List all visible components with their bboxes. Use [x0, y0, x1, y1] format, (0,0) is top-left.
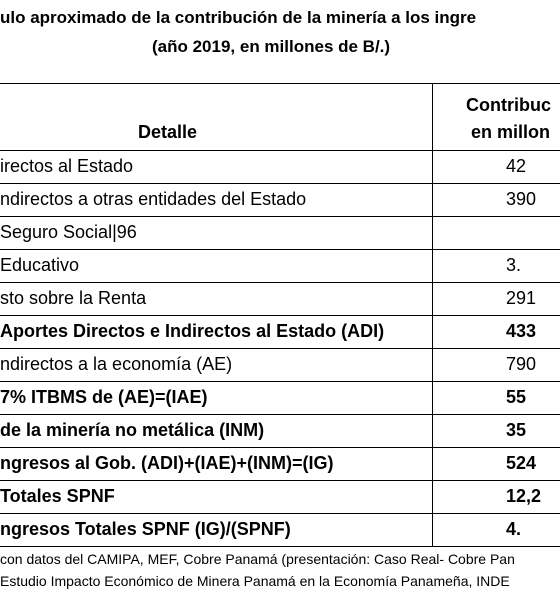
row-label: Totales SPNF [0, 486, 115, 506]
row-label: Educativo [0, 255, 80, 275]
row-label: sto sobre la Renta [0, 288, 147, 308]
row-value: 433 [506, 321, 537, 341]
row-value: 790 [506, 354, 537, 374]
row-border [0, 282, 560, 283]
row-value: 524 [506, 453, 537, 473]
row-label: ngresos al Gob. (ADI)+(IAE)+(INM)=(IG) [0, 453, 334, 473]
footnote: con datos del CAMIPA, MEF, Cobre Panamá … [0, 551, 515, 567]
row-value: 42 [506, 156, 527, 176]
row-value: 12,2 [506, 486, 542, 506]
row-border [0, 447, 560, 448]
title: ulo aproximado de la contribución de la … [0, 8, 477, 27]
subtitle: (año 2019, en millones de B/.) [152, 37, 391, 56]
row-value: 4. [506, 519, 522, 539]
row-label: ndirectos a la economía (AE) [0, 354, 233, 374]
column-header: Detalle [138, 122, 198, 142]
row-value: 3. [506, 255, 522, 275]
row-border [0, 348, 560, 349]
row-label: irectos al Estado [0, 156, 134, 176]
row-label: Aportes Directos e Indirectos al Estado … [0, 321, 385, 341]
row-border [0, 216, 560, 217]
footnote: Estudio Impacto Económico de Minera Pana… [0, 573, 510, 589]
row-value: 291 [506, 288, 537, 308]
row-border [0, 513, 560, 514]
row-border [0, 381, 560, 382]
row-label: 7% ITBMS de (AE)=(IAE) [0, 387, 208, 407]
row-value: 55 [506, 387, 527, 407]
table-border [0, 150, 560, 151]
row-label: ngresos Totales SPNF (IG)/(SPNF) [0, 519, 291, 539]
row-border [0, 249, 560, 250]
table-border [0, 83, 560, 84]
row-label: ndirectos a otras entidades del Estado [0, 189, 307, 209]
row-value: 390 [506, 189, 537, 209]
column-header: en millon [471, 122, 551, 142]
row-border [0, 315, 560, 316]
row-value: 35 [506, 420, 527, 440]
column-header: Contribuc [466, 95, 551, 115]
row-label: de la minería no metálica (INM) [0, 420, 265, 440]
row-border [0, 480, 560, 481]
row-border [0, 183, 560, 184]
row-label: Seguro Social|96 [0, 222, 137, 242]
row-border [0, 414, 560, 415]
row-border [0, 546, 560, 547]
